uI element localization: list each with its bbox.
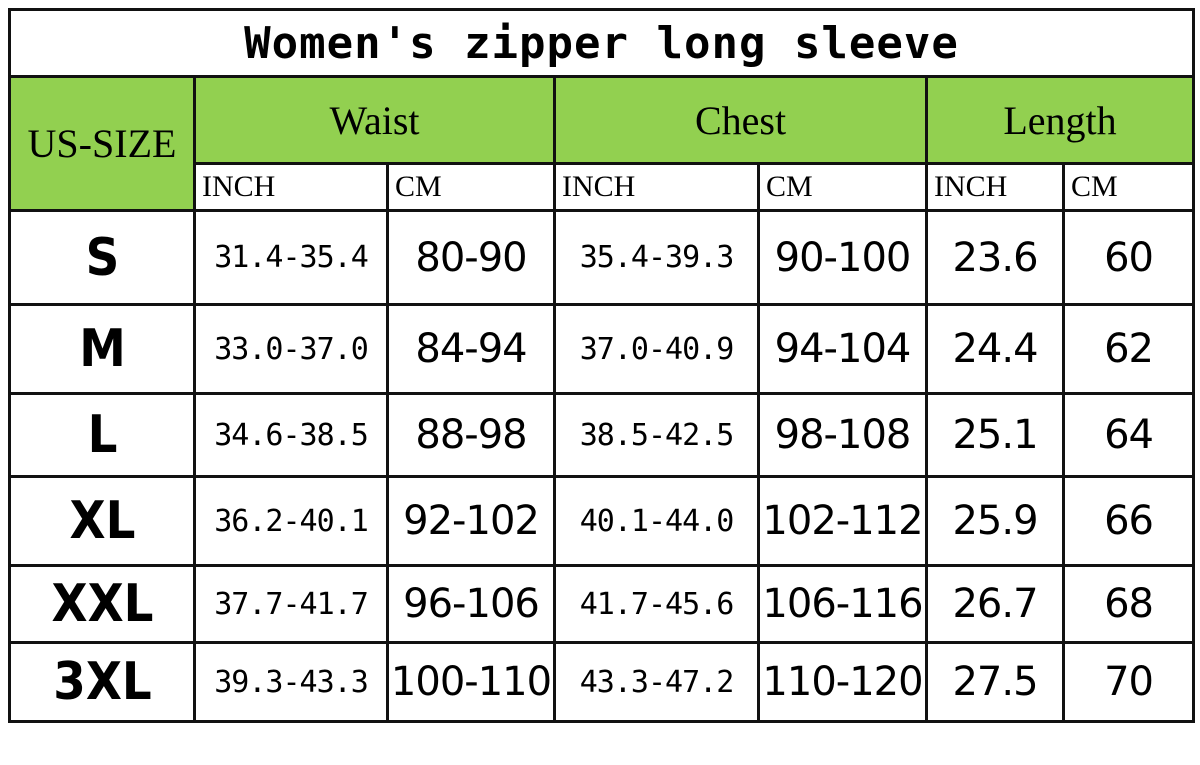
table-row: M 33.0-37.0 84-94 37.0-40.9 94-104 24.4 62	[10, 303, 1196, 395]
table-row: S 31.4-35.4 80-90 35.4-39.3 90-100 23.6 60	[10, 209, 1196, 306]
cell-length-inch: 26.7	[925, 564, 1065, 644]
table-row: 3XL 39.3-43.3 100-110 43.3-47.2 110-120 27.5 7…	[10, 641, 1196, 723]
cell-length-inch: 24.4	[925, 303, 1065, 395]
unit-chest-inch: INCH	[553, 162, 760, 212]
cell-chest-cm: 102-112	[757, 475, 928, 567]
header-waist: Waist	[193, 75, 556, 165]
cell-waist-cm: 100-110	[386, 641, 556, 723]
cell-length-inch: 25.9	[925, 475, 1065, 567]
cell-length-cm: 66	[1061, 475, 1196, 567]
cell-waist-cm: 88-98	[386, 392, 556, 478]
cell-chest-cm: 110-120	[757, 641, 928, 723]
cell-chest-cm: 98-108	[757, 392, 928, 478]
size-chart-table: Women's zipper long sleeve US-SIZE Waist…	[7, 8, 1196, 723]
header-us-size: US-SIZE	[8, 75, 196, 212]
cell-chest-inch: 38.5-42.5	[553, 392, 760, 478]
unit-length-inch: INCH	[925, 162, 1065, 212]
cell-waist-inch: 37.7-41.7	[193, 564, 389, 644]
unit-waist-cm: CM	[386, 162, 556, 212]
cell-waist-cm: 80-90	[386, 209, 556, 306]
cell-length-cm: 60	[1061, 209, 1196, 306]
cell-waist-cm: 96-106	[386, 564, 556, 644]
cell-length-cm: 64	[1061, 392, 1196, 478]
table-row: XXL 37.7-41.7 96-106 41.7-45.6 106-116 26.7 68	[10, 564, 1196, 644]
cell-chest-cm: 94-104	[757, 303, 928, 395]
size-label: S	[17, 209, 187, 306]
unit-length-cm: CM	[1061, 162, 1196, 212]
size-label: M	[17, 303, 187, 395]
cell-waist-inch: 31.4-35.4	[193, 209, 389, 306]
cell-waist-cm: 84-94	[386, 303, 556, 395]
cell-length-cm: 62	[1061, 303, 1196, 395]
cell-length-cm: 68	[1061, 564, 1196, 644]
cell-length-inch: 23.6	[925, 209, 1065, 306]
cell-waist-inch: 33.0-37.0	[193, 303, 389, 395]
cell-chest-inch: 41.7-45.6	[553, 564, 760, 644]
cell-waist-inch: 39.3-43.3	[193, 641, 389, 723]
unit-waist-inch: INCH	[193, 162, 389, 212]
cell-length-inch: 25.1	[925, 392, 1065, 478]
size-label: L	[17, 392, 187, 478]
chart-title: Women's zipper long sleeve	[7, 8, 1196, 78]
cell-length-cm: 70	[1061, 641, 1196, 723]
cell-chest-inch: 35.4-39.3	[553, 209, 760, 306]
table-row: XL 36.2-40.1 92-102 40.1-44.0 102-112 25.9 66	[10, 475, 1196, 567]
cell-chest-cm: 90-100	[757, 209, 928, 306]
cell-chest-inch: 43.3-47.2	[553, 641, 760, 723]
cell-length-inch: 27.5	[925, 641, 1065, 723]
unit-chest-cm: CM	[757, 162, 928, 212]
size-label: XL	[17, 475, 187, 567]
header-length: Length	[924, 75, 1196, 165]
cell-chest-inch: 40.1-44.0	[553, 475, 760, 567]
cell-chest-cm: 106-116	[757, 564, 928, 644]
cell-waist-cm: 92-102	[386, 475, 556, 567]
cell-chest-inch: 37.0-40.9	[553, 303, 760, 395]
table-row: L 34.6-38.5 88-98 38.5-42.5 98-108 25.1 64	[10, 392, 1196, 478]
size-label: XXL	[17, 564, 187, 644]
cell-waist-inch: 36.2-40.1	[193, 475, 389, 567]
header-chest: Chest	[553, 75, 928, 165]
size-label: 3XL	[17, 641, 187, 723]
cell-waist-inch: 34.6-38.5	[193, 392, 389, 478]
